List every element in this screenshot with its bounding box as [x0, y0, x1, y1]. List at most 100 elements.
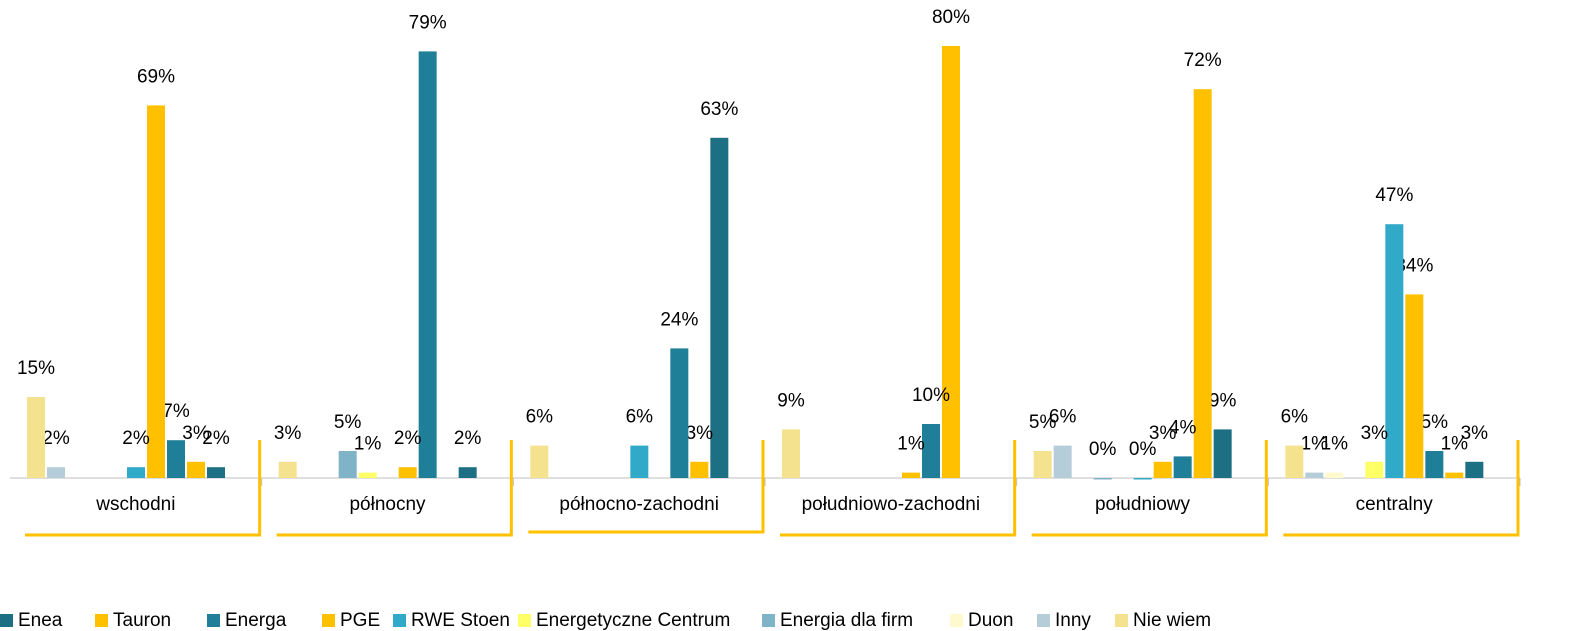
category-bracket — [25, 440, 262, 537]
bar — [1405, 294, 1424, 478]
bar — [530, 445, 549, 478]
legend-label: Duon — [968, 610, 1013, 631]
legend-swatch — [518, 614, 531, 627]
x-tick-label: południowy — [1095, 494, 1191, 515]
data-label: 47% — [1375, 185, 1413, 206]
bar — [458, 467, 477, 478]
bar — [1445, 472, 1464, 478]
bar — [1153, 461, 1172, 478]
legend-swatch — [1115, 614, 1128, 627]
x-tick-label: południowo-zachodni — [802, 494, 981, 515]
bar — [902, 472, 920, 478]
legend-swatch — [950, 614, 963, 627]
bar — [278, 461, 297, 478]
data-label: 6% — [626, 407, 654, 428]
bar — [207, 467, 225, 478]
legend-label: Energetyczne Centrum — [536, 610, 730, 631]
data-label: 6% — [526, 407, 554, 428]
bar — [1193, 89, 1212, 478]
data-label: 1% — [1441, 434, 1469, 455]
data-label: 2% — [122, 428, 150, 449]
data-label: 79% — [409, 12, 447, 33]
category-bracket — [1031, 440, 1268, 537]
data-label: 5% — [1029, 412, 1057, 433]
data-label: 63% — [700, 99, 738, 120]
bar — [1305, 472, 1324, 478]
bar — [1425, 451, 1444, 478]
data-label: 2% — [202, 428, 230, 449]
legend-label: PGE — [340, 610, 380, 631]
data-label: 1% — [1301, 434, 1329, 455]
x-tick-label: północno-zachodni — [559, 494, 719, 515]
x-tick-label: północny — [349, 494, 426, 515]
legend-swatch — [95, 614, 108, 627]
data-label: 4% — [1169, 417, 1197, 438]
data-label: 2% — [42, 428, 70, 449]
bar — [1385, 224, 1404, 478]
data-label: 7% — [162, 401, 190, 422]
bar — [1133, 478, 1152, 480]
data-label: 34% — [1395, 255, 1433, 276]
legend-swatch — [393, 614, 406, 627]
bar — [1173, 456, 1192, 478]
data-label: 9% — [777, 390, 805, 411]
data-label: 24% — [660, 309, 698, 330]
data-label: 1% — [354, 434, 382, 455]
legend-label: Inny — [1055, 610, 1091, 631]
bar — [187, 461, 205, 478]
data-label: 0% — [1129, 439, 1157, 460]
bar — [1033, 451, 1052, 478]
bar — [47, 467, 65, 478]
bar — [1365, 461, 1384, 478]
bar — [1285, 445, 1304, 478]
legend-swatch — [762, 614, 775, 627]
data-label: 69% — [137, 66, 175, 87]
bar — [1325, 472, 1344, 478]
data-label: 72% — [1184, 50, 1222, 71]
bar — [782, 429, 800, 478]
bar — [127, 467, 145, 478]
data-label: 2% — [394, 428, 422, 449]
data-label: 5% — [334, 412, 362, 433]
legend-label: RWE Stoen — [411, 610, 510, 631]
data-label: 10% — [912, 385, 950, 406]
category-bracket — [780, 440, 1017, 537]
bar — [922, 424, 940, 478]
data-label: 5% — [1421, 412, 1449, 433]
data-label: 15% — [17, 358, 55, 379]
data-label: 0% — [1089, 439, 1117, 460]
bar — [147, 105, 165, 479]
data-label: 3% — [1149, 423, 1177, 444]
legend-label: Energia dla firm — [780, 610, 913, 631]
data-label: 3% — [1361, 423, 1389, 444]
bar — [1213, 429, 1232, 478]
bar — [942, 46, 960, 478]
bar — [670, 348, 689, 478]
data-label: 80% — [932, 7, 970, 28]
bar — [1465, 461, 1484, 478]
data-label: 2% — [454, 428, 482, 449]
category-bracket — [528, 440, 765, 534]
legend-label: Tauron — [113, 610, 171, 631]
data-label: 1% — [1321, 434, 1349, 455]
bar — [690, 461, 709, 478]
legend-label: Enea — [18, 610, 63, 631]
bar — [1093, 478, 1112, 480]
category-bracket — [1283, 440, 1520, 537]
bar — [167, 440, 185, 478]
data-label: 6% — [1281, 407, 1309, 428]
bar — [398, 467, 417, 478]
x-tick-label: wschodni — [95, 494, 175, 515]
data-label: 3% — [686, 423, 714, 444]
data-label: 6% — [1049, 407, 1077, 428]
data-label: 1% — [897, 434, 925, 455]
bar — [630, 445, 649, 478]
legend-label: Nie wiem — [1133, 610, 1211, 631]
legend-swatch — [207, 614, 220, 627]
data-label: 3% — [274, 423, 302, 444]
legend-label: Energa — [225, 610, 287, 631]
bar — [27, 397, 45, 478]
bar — [358, 472, 377, 478]
category-bracket — [276, 440, 513, 537]
